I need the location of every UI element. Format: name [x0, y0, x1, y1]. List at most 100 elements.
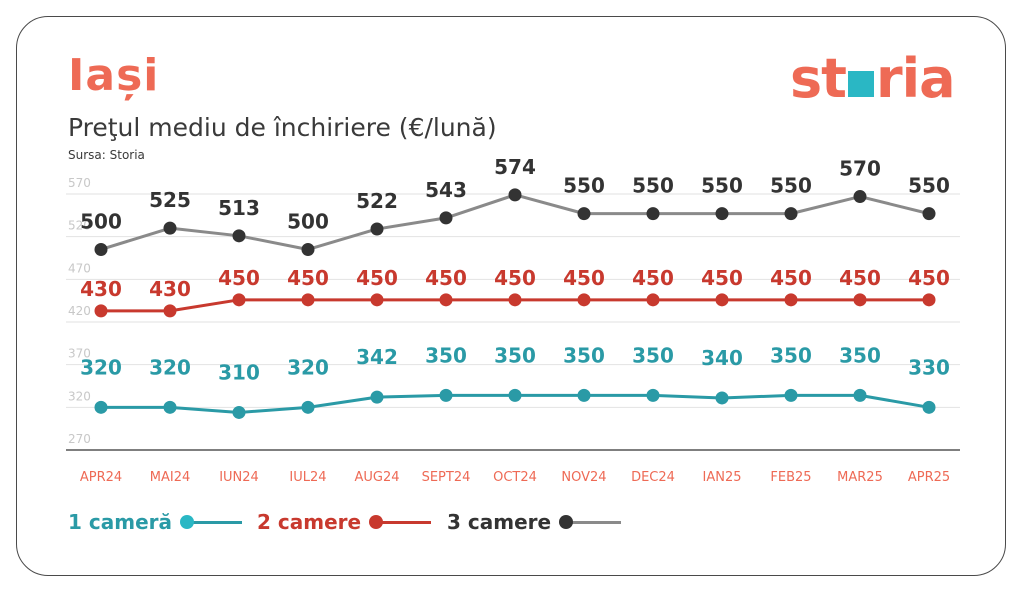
data-point — [232, 405, 246, 419]
data-label: 310 — [218, 360, 260, 384]
data-point — [163, 304, 177, 318]
y-tick-label: 320 — [68, 389, 91, 403]
y-tick-label: 270 — [68, 432, 91, 446]
source-note: Sursa: Storia — [68, 148, 145, 162]
data-point — [163, 221, 177, 235]
data-label: 350 — [839, 343, 881, 367]
data-label: 450 — [632, 266, 674, 290]
data-label: 543 — [425, 178, 467, 202]
data-point — [232, 293, 246, 307]
data-label: 550 — [563, 174, 605, 198]
data-label: 350 — [494, 343, 536, 367]
data-point — [370, 222, 384, 236]
data-point — [577, 207, 591, 221]
data-point — [922, 207, 936, 221]
legend-item: 2 camere — [257, 510, 432, 534]
legend-line-icon — [369, 515, 432, 529]
data-label: 450 — [908, 266, 950, 290]
data-label: 550 — [908, 174, 950, 198]
series-layer — [94, 188, 936, 419]
data-point — [646, 388, 660, 402]
data-label: 450 — [218, 266, 260, 290]
data-point — [370, 390, 384, 404]
data-point — [715, 293, 729, 307]
data-label: 522 — [356, 189, 398, 213]
data-label: 430 — [80, 277, 122, 301]
data-point — [715, 391, 729, 405]
data-label: 350 — [770, 343, 812, 367]
data-point — [784, 207, 798, 221]
data-label: 500 — [80, 209, 122, 233]
legend-line-icon — [180, 515, 242, 529]
data-point — [922, 400, 936, 414]
data-point — [163, 400, 177, 414]
data-point — [715, 207, 729, 221]
data-point — [853, 190, 867, 204]
data-label: 450 — [701, 266, 743, 290]
x-tick-label: NOV24 — [561, 470, 606, 485]
data-label: 550 — [701, 174, 743, 198]
data-point — [577, 388, 591, 402]
legend: 1 cameră 2 camere 3 camere — [0, 510, 1024, 540]
data-point — [508, 388, 522, 402]
data-label: 350 — [563, 343, 605, 367]
data-point — [94, 304, 108, 318]
data-label: 350 — [425, 343, 467, 367]
data-label: 570 — [839, 157, 881, 181]
data-label: 450 — [287, 266, 329, 290]
data-point — [853, 388, 867, 402]
data-label: 525 — [149, 188, 191, 212]
data-point — [94, 242, 108, 256]
data-label: 340 — [701, 346, 743, 370]
y-tick-label: 520 — [68, 219, 91, 233]
data-point — [646, 207, 660, 221]
x-tick-label: IAN25 — [703, 470, 742, 485]
brand-square-icon — [847, 71, 874, 97]
legend-line-icon — [559, 515, 622, 529]
data-label: 350 — [632, 343, 674, 367]
data-point — [232, 229, 246, 243]
data-point — [301, 293, 315, 307]
legend-label: 3 camere — [447, 510, 552, 534]
data-point — [646, 293, 660, 307]
data-label: 450 — [494, 266, 536, 290]
data-point — [784, 388, 798, 402]
data-point — [439, 293, 453, 307]
data-point — [301, 400, 315, 414]
data-label: 430 — [149, 277, 191, 301]
data-point — [853, 293, 867, 307]
data-label: 450 — [770, 266, 812, 290]
data-point — [922, 293, 936, 307]
x-tick-label: MAI24 — [150, 470, 191, 485]
data-label: 330 — [908, 355, 950, 379]
x-tick-label: DEC24 — [631, 470, 675, 485]
x-tick-label: SEPT24 — [422, 470, 471, 485]
data-point — [439, 388, 453, 402]
data-point — [508, 188, 522, 202]
data-point — [94, 400, 108, 414]
x-tick-label: APR25 — [908, 470, 950, 485]
y-tick-label: 420 — [68, 304, 91, 318]
y-tick-label: 470 — [68, 261, 91, 275]
data-label: 450 — [425, 266, 467, 290]
chart-subtitle: Preţul mediu de închiriere (€/lună) — [68, 113, 497, 142]
data-label: 450 — [356, 266, 398, 290]
data-label: 550 — [770, 174, 812, 198]
data-label: 450 — [563, 266, 605, 290]
data-point — [508, 293, 522, 307]
data-label: 574 — [494, 155, 536, 179]
data-label: 320 — [80, 355, 122, 379]
city-title: Iași — [68, 50, 160, 101]
legend-label: 2 camere — [257, 510, 362, 534]
data-point — [370, 293, 384, 307]
x-tick-label: OCT24 — [493, 470, 537, 485]
data-point — [577, 293, 591, 307]
label-layer: APR24 MAI24 IUN24 IUL24 AUG24 SEPT24 OCT24 NOV2… — [80, 155, 950, 485]
y-tick-label: 570 — [68, 176, 91, 190]
data-point — [301, 242, 315, 256]
x-tick-label: MAR25 — [837, 470, 883, 485]
data-label: 513 — [218, 196, 260, 220]
x-tick-label: FEB25 — [770, 470, 811, 485]
data-point — [439, 211, 453, 225]
